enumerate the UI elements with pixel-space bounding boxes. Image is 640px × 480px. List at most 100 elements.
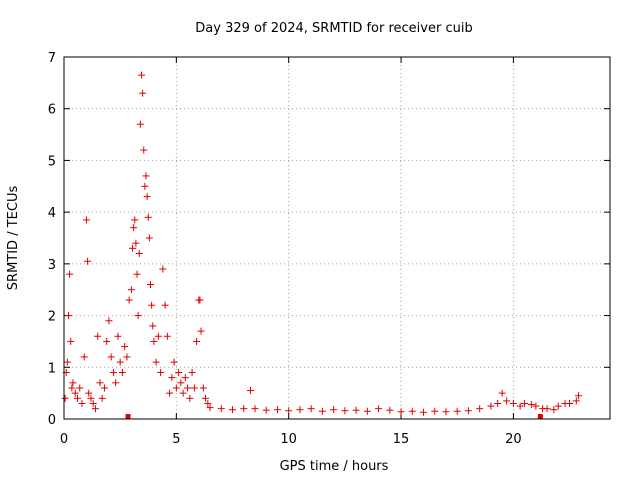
- data-point: [341, 407, 349, 415]
- data-point: [64, 312, 72, 320]
- data-point: [73, 394, 81, 402]
- data-point: [543, 405, 551, 413]
- data-point: [442, 408, 450, 416]
- y-tick-label: 3: [48, 258, 56, 273]
- data-point: [296, 406, 304, 414]
- x-tick-label: 5: [172, 432, 180, 447]
- data-point: [229, 406, 237, 414]
- data-point: [61, 394, 69, 402]
- data-point: [107, 353, 115, 361]
- x-tick-label: 0: [60, 432, 68, 447]
- data-point: [509, 399, 517, 407]
- data-point: [154, 332, 162, 340]
- data-point: [159, 265, 167, 273]
- data-point: [532, 402, 540, 410]
- data-point: [129, 244, 137, 252]
- data-point: [161, 301, 169, 309]
- data-point: [94, 332, 102, 340]
- data-point: [199, 384, 207, 392]
- data-point: [133, 270, 141, 278]
- data-point: [554, 402, 562, 410]
- data-point: [148, 301, 156, 309]
- data-point: [85, 389, 93, 397]
- data-point: [87, 394, 95, 402]
- data-point: [188, 368, 196, 376]
- data-point: [168, 374, 176, 382]
- data-point: [63, 358, 71, 366]
- data-point: [76, 384, 84, 392]
- data-point: [190, 384, 198, 392]
- data-point: [127, 286, 135, 294]
- data-point: [116, 358, 124, 366]
- data-point: [487, 402, 495, 410]
- data-point: [476, 405, 484, 413]
- data-point: [121, 343, 129, 351]
- data-point: [375, 405, 383, 413]
- data-point: [572, 397, 580, 405]
- data-point: [136, 120, 144, 128]
- data-point: [193, 337, 201, 345]
- outlier-marker: [125, 414, 131, 419]
- data-point: [172, 384, 180, 392]
- data-point: [96, 379, 104, 387]
- data-point: [149, 322, 157, 330]
- x-tick-label: 10: [280, 432, 297, 447]
- data-point: [494, 399, 502, 407]
- data-point: [138, 71, 146, 79]
- x-tick-label: 20: [505, 432, 522, 447]
- data-point: [130, 224, 138, 232]
- data-point: [352, 406, 360, 414]
- data-point: [135, 250, 143, 258]
- data-point: [175, 368, 183, 376]
- y-tick-label: 4: [48, 206, 56, 221]
- data-point: [140, 146, 148, 154]
- data-point: [144, 213, 152, 221]
- data-point: [503, 397, 511, 405]
- data-point: [386, 406, 394, 414]
- data-point: [170, 358, 178, 366]
- data-point: [498, 389, 506, 397]
- data-point: [181, 374, 189, 382]
- data-point: [100, 384, 108, 392]
- data-point: [202, 394, 210, 402]
- data-point: [123, 353, 131, 361]
- outlier-marker: [537, 414, 543, 419]
- y-tick-label: 7: [48, 51, 56, 66]
- data-point: [142, 172, 150, 180]
- data-point: [69, 379, 77, 387]
- data-point: [516, 402, 524, 410]
- data-point: [125, 296, 133, 304]
- data-point: [139, 89, 147, 97]
- data-point: [217, 405, 225, 413]
- data-point: [71, 389, 79, 397]
- data-point: [67, 337, 75, 345]
- data-point: [566, 399, 574, 407]
- y-axis-ticks: 0 1 2 3 4 5 6 7: [48, 51, 610, 428]
- data-point: [105, 317, 113, 325]
- data-point: [240, 405, 248, 413]
- data-point: [527, 401, 535, 409]
- data-point: [179, 389, 187, 397]
- data-point: [318, 407, 326, 415]
- data-point: [285, 407, 293, 415]
- data-point: [464, 407, 472, 415]
- data-point: [408, 407, 416, 415]
- y-tick-label: 1: [48, 361, 56, 376]
- data-point: [84, 257, 92, 265]
- data-point: [98, 394, 106, 402]
- data-point: [163, 332, 171, 340]
- data-point: [109, 368, 117, 376]
- data-point: [453, 407, 461, 415]
- data-point: [91, 405, 99, 413]
- data-point: [152, 358, 160, 366]
- data-point: [431, 407, 439, 415]
- data-point: [166, 389, 174, 397]
- y-tick-label: 5: [48, 154, 56, 169]
- data-point: [82, 216, 90, 224]
- data-point: [145, 234, 153, 242]
- data-point: [177, 379, 185, 387]
- data-point: [273, 406, 281, 414]
- y-tick-label: 2: [48, 310, 56, 325]
- grid-lines: [64, 57, 610, 419]
